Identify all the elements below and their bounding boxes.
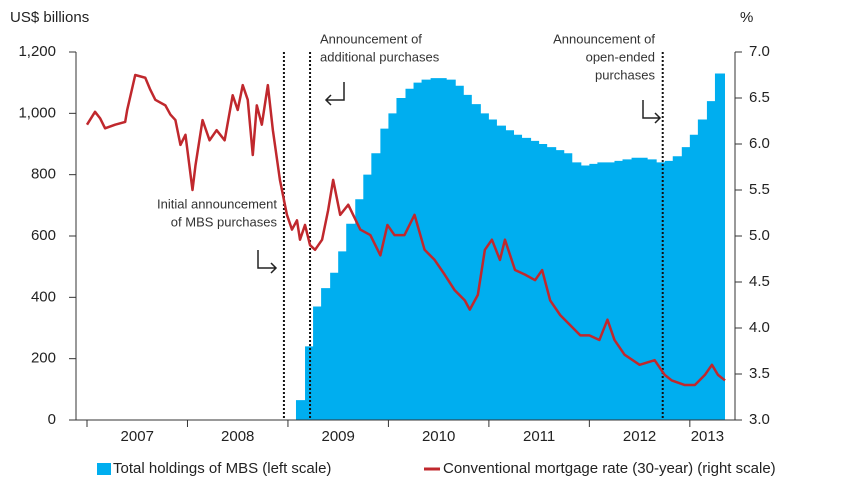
line xyxy=(85,73,726,387)
legend-label: Total holdings of MBS (left scale) xyxy=(113,460,331,477)
annotation-arrow xyxy=(642,100,662,124)
y-tick-label: 600 xyxy=(31,227,56,244)
y-tick-label: 400 xyxy=(31,288,56,305)
x-tick-label: 2007 xyxy=(121,428,154,445)
x-tick-label: 2011 xyxy=(523,428,555,445)
annotation-text: of MBS purchases xyxy=(171,214,278,229)
legend-swatch xyxy=(97,463,111,475)
annotation-text: purchases xyxy=(595,67,655,82)
annotation-arrow xyxy=(324,82,345,106)
y2-tick-label: 3.0 xyxy=(749,411,770,428)
x-tick-label: 2008 xyxy=(221,428,254,445)
y2-tick-label: 3.5 xyxy=(749,365,770,382)
y-tick-label: 0 xyxy=(48,411,56,428)
y-tick-label: 1,200 xyxy=(18,43,56,60)
annotation-text: open-ended xyxy=(586,49,655,64)
y-axis-title: US$ billions xyxy=(10,9,89,26)
y2-tick-label: 5.0 xyxy=(749,227,770,244)
y-tick-label: 800 xyxy=(31,166,56,183)
annotation-text: additional purchases xyxy=(320,49,440,64)
y2-tick-label: 4.5 xyxy=(749,273,770,290)
annotation-text: Initial announcement xyxy=(157,196,277,211)
annotation-text: Announcement of xyxy=(553,31,655,46)
y2-tick-label: 5.5 xyxy=(749,181,770,198)
y-tick-label: 200 xyxy=(31,350,56,367)
x-tick-label: 2012 xyxy=(623,428,656,445)
x-tick-label: 2010 xyxy=(422,428,455,445)
x-tick-label: 2009 xyxy=(321,428,354,445)
y2-tick-label: 7.0 xyxy=(749,43,770,60)
annotation-arrow xyxy=(257,250,278,274)
legend-label: Conventional mortgage rate (30-year) (ri… xyxy=(443,460,776,477)
y2-tick-label: 6.0 xyxy=(749,135,770,152)
y2-tick-label: 6.5 xyxy=(749,89,770,106)
y2-tick-label: 4.0 xyxy=(749,319,770,336)
x-tick-label: 2013 xyxy=(691,428,724,445)
y2-axis-title: % xyxy=(740,9,753,26)
y-tick-label: 1,000 xyxy=(18,104,56,121)
area xyxy=(270,73,725,420)
annotation-text: Announcement of xyxy=(320,31,422,46)
